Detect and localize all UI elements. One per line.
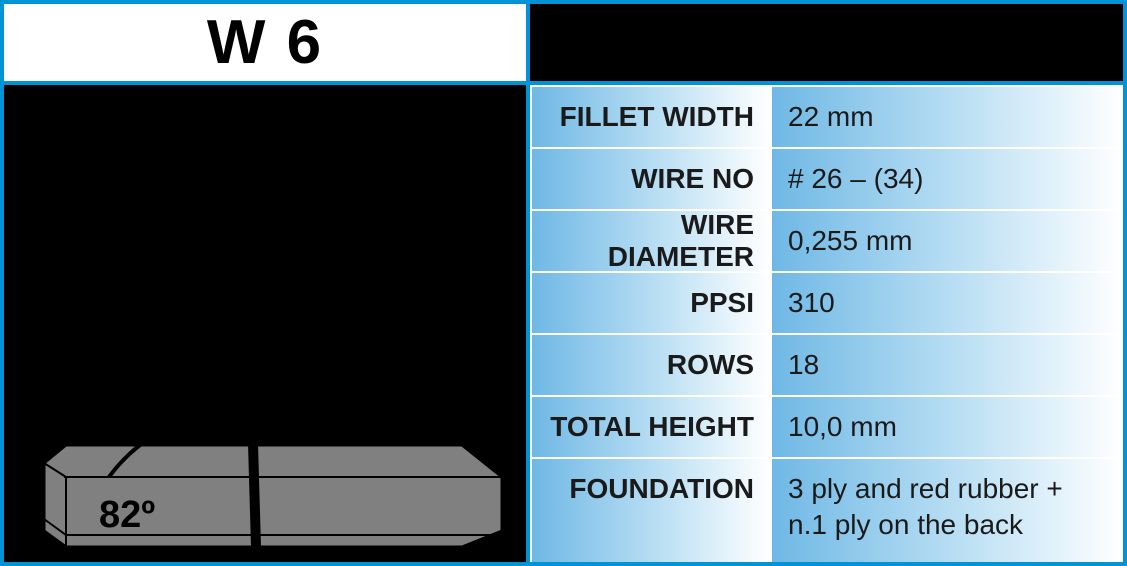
spec-label: WIRE DIAMETER xyxy=(530,209,770,271)
header-black xyxy=(530,0,1127,85)
table-row: WIRE NO # 26 – (34) xyxy=(530,147,1123,209)
spec-label: FOUNDATION xyxy=(530,457,770,562)
angle-top-label: 45º xyxy=(119,244,175,286)
diagram-cell: 45º 82º xyxy=(0,85,530,566)
spec-value: 18 xyxy=(770,333,1123,395)
spec-label: ROWS xyxy=(530,333,770,395)
spec-value: 0,255 mm xyxy=(770,209,1123,271)
title-cell: W 6 xyxy=(0,0,530,85)
spec-value: 22 mm xyxy=(770,85,1123,147)
spec-label: WIRE NO xyxy=(530,147,770,209)
table-row: WIRE DIAMETER 0,255 mm xyxy=(530,209,1123,271)
spec-label: TOTAL HEIGHT xyxy=(530,395,770,457)
product-title: W 6 xyxy=(207,7,323,78)
table-row: FILLET WIDTH 22 mm xyxy=(530,85,1123,147)
spec-table: FILLET WIDTH 22 mm WIRE NO # 26 – (34) W… xyxy=(530,85,1127,566)
wire-diagram: 45º 82º xyxy=(4,85,526,562)
top-angle-arc xyxy=(214,153,232,195)
table-row: TOTAL HEIGHT 10,0 mm xyxy=(530,395,1123,457)
table-row: ROWS 18 xyxy=(530,333,1123,395)
angle-bottom-label: 82º xyxy=(99,494,155,536)
spec-value: 310 xyxy=(770,271,1123,333)
spec-value: # 26 – (34) xyxy=(770,147,1123,209)
spec-label: FILLET WIDTH xyxy=(530,85,770,147)
spec-label: PPSI xyxy=(530,271,770,333)
table-row: FOUNDATION 3 ply and red rubber + n.1 pl… xyxy=(530,457,1123,562)
spec-value: 10,0 mm xyxy=(770,395,1123,457)
spec-card: W 6 45º 82º xyxy=(0,0,1127,566)
table-row: PPSI 310 xyxy=(530,271,1123,333)
top-angle-guide xyxy=(182,153,272,245)
spec-value: 3 ply and red rubber + n.1 ply on the ba… xyxy=(770,457,1123,562)
